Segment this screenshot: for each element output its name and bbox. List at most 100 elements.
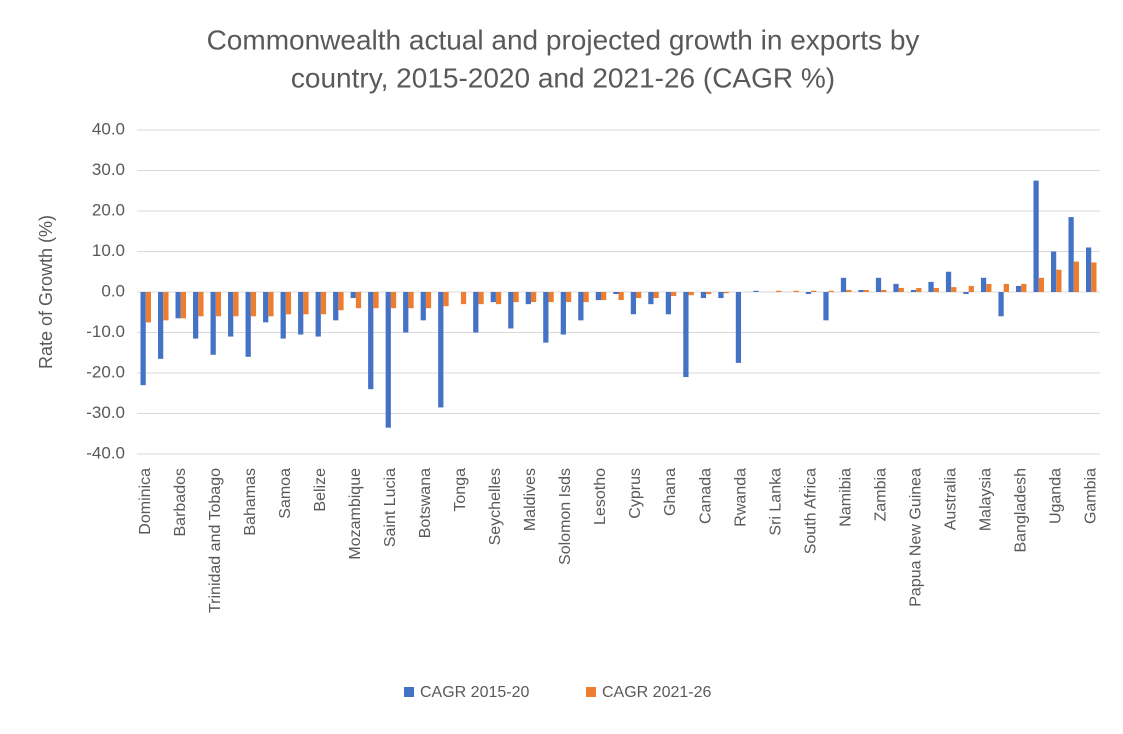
bar [823,292,829,321]
bar [408,292,414,309]
bar [753,290,759,292]
x-tick-label: Seychelles [487,468,504,545]
bar [858,289,864,292]
bar [986,283,992,292]
bar [898,287,904,292]
bar [863,289,869,292]
bar [228,292,234,337]
y-tick-label: 30.0 [92,160,125,179]
bar [145,292,152,323]
bar [390,292,397,309]
bar [548,292,554,303]
bar [1073,261,1079,292]
bar [425,292,432,309]
bar [928,281,934,292]
bar [513,292,519,303]
bar [683,292,689,378]
x-tick-label: Belize [312,468,329,512]
bar [350,292,356,299]
bar [565,292,572,303]
bar [525,292,531,305]
bar [298,292,304,335]
bar [893,283,899,292]
bar [776,290,782,292]
bar [198,292,204,317]
bar [875,277,882,292]
x-tick-label: Solomon Isds [557,468,574,565]
bar [1068,217,1074,292]
bar [700,292,707,299]
y-tick-label: 10.0 [92,241,125,260]
x-tick-label: Sri Lanka [767,468,784,536]
x-tick-label: Botswana [417,468,434,538]
bar [998,292,1004,317]
bar [338,292,344,311]
x-tick-label: Uganda [1047,468,1064,524]
y-tick-label: -20.0 [86,362,125,381]
bar [665,292,672,315]
x-tick-label: Samoa [277,468,294,519]
bar [443,292,449,307]
chart-title: Commonwealth actual and projected growth… [207,24,920,55]
x-tick-label: Mozambique [347,468,364,560]
bar [438,292,444,408]
bar [210,292,216,355]
bar [333,292,339,321]
x-tick-label: Ghana [662,468,679,516]
bar [613,292,619,295]
bar [600,292,607,301]
x-tick-label: Tonga [452,468,469,512]
bar [933,287,939,292]
bar [1021,283,1027,292]
x-tick-label: Rwanda [732,468,749,527]
bar [1038,277,1044,292]
bar [951,287,957,292]
bar [560,292,566,335]
bar [315,292,321,337]
bar [595,292,601,301]
bar [530,292,537,303]
bar [636,292,642,299]
bar [618,292,624,301]
bar [1056,269,1062,292]
bar [543,292,549,343]
bar [1050,251,1057,292]
bar [163,292,169,321]
bar [175,292,181,319]
bar [653,292,659,299]
bar [280,292,286,339]
x-tick-label: Canada [697,468,714,524]
bar [473,292,479,333]
bar [320,292,327,315]
x-tick-label: Lesotho [592,468,609,525]
x-tick-label: Barbados [172,468,189,537]
chart-title: country, 2015-2020 and 2021-26 (CAGR %) [291,62,835,93]
bar [1091,262,1097,292]
bar [403,292,409,333]
y-tick-label: 0.0 [101,281,125,300]
bar [968,285,974,292]
bar [980,277,987,292]
x-tick-label: Namibia [837,468,854,527]
bar [828,290,834,292]
bar [1015,285,1022,292]
bar [671,292,677,297]
bar [268,292,274,317]
bar [910,289,917,292]
bar [180,292,187,319]
x-tick-label: Dominica [137,468,154,535]
bar [285,292,292,315]
bar [723,292,729,294]
legend-swatch [586,687,596,697]
bar [495,292,502,305]
bar [250,292,257,317]
bar [881,289,887,292]
y-tick-label: 40.0 [92,119,125,138]
x-tick-label: Gambia [1082,468,1099,524]
bar [963,292,969,295]
bar [478,292,484,305]
x-tick-label: Saint Lucia [382,468,399,547]
bar [583,292,589,303]
bar [793,290,799,292]
